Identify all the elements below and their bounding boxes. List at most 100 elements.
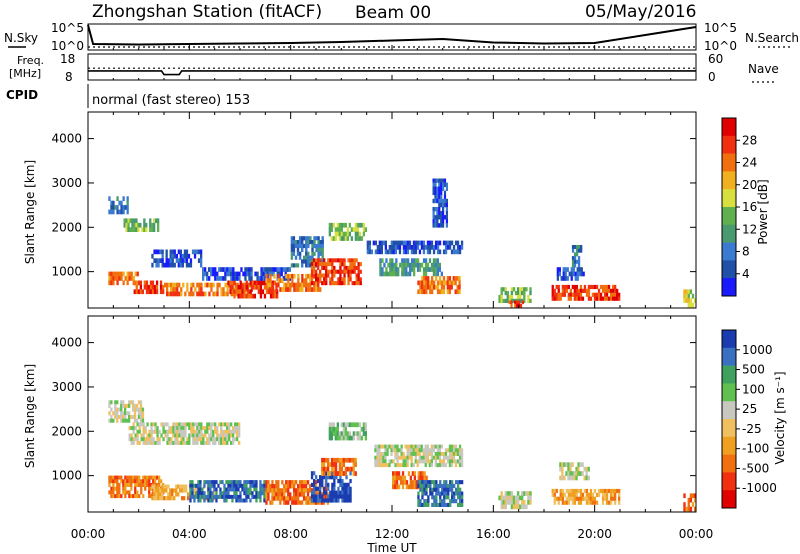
- power-echo-region: [133, 280, 165, 295]
- power-ytick-label: 4000: [51, 132, 82, 146]
- velocity-panel: 1000 2000 3000 4000 Slant Range [km] 1000 50…: [23, 315, 787, 554]
- colorbar-swatch: [722, 207, 736, 226]
- velocity-echo-region: [683, 493, 697, 512]
- colorbar-tick-label: -25: [742, 422, 762, 436]
- velocity-echo-region: [128, 422, 241, 445]
- power-echo-region: [551, 284, 621, 301]
- station-title: Zhongshan Station (fitACF): [92, 2, 322, 22]
- time-xtick-label: 12:00: [375, 527, 410, 541]
- freq-tick-top: 18: [60, 52, 75, 66]
- colorbar-tick-label: 12: [742, 222, 757, 236]
- nsky-series: [87, 24, 697, 46]
- freq-tick-bottom: 8: [65, 70, 73, 84]
- colorbar-swatch: [722, 365, 736, 384]
- mode-label: normal (fast stereo) 153: [92, 93, 250, 108]
- freq-label: Freq.: [17, 54, 44, 67]
- colorbar-swatch: [722, 330, 736, 349]
- power-yticks: 1000 2000 3000 4000: [51, 112, 697, 308]
- colorbar-tick-label: 16: [742, 200, 757, 214]
- power-echo-region: [556, 267, 585, 281]
- power-data: [108, 178, 697, 308]
- colorbar-tick-label: 8: [742, 245, 750, 259]
- power-echo-region: [108, 196, 129, 215]
- beam-label: Beam 00: [355, 3, 431, 23]
- freq-unit-label: [MHz]: [9, 67, 41, 80]
- colorbar-tick-label: 25: [742, 402, 757, 416]
- velocity-echo-region: [498, 491, 532, 510]
- power-echo-region: [328, 222, 367, 241]
- colorbar-tick-label: 24: [742, 156, 757, 170]
- time-xtick-label: 16:00: [476, 527, 511, 541]
- velocity-yticks: 1000 2000 3000 4000: [51, 316, 697, 512]
- nsky-panel: N.Sky 10^5 10^0 10^5 10^0 N.Search: [4, 21, 799, 53]
- nave-label: Nave: [748, 62, 779, 76]
- colorbar-tick-label: 4: [742, 267, 750, 281]
- power-ytick-label: 2000: [51, 220, 82, 234]
- colorbar-swatch: [722, 383, 736, 402]
- power-echo-region: [417, 276, 461, 295]
- power-echo-region: [366, 240, 464, 255]
- power-axes: [87, 111, 697, 309]
- colorbar-swatch: [722, 472, 736, 491]
- power-colorbar: 28 24 20 16 12 8 4: [721, 117, 757, 297]
- colorbar-swatch: [722, 153, 736, 172]
- power-ytick-label: 3000: [51, 176, 82, 190]
- velocity-echo-region: [310, 471, 352, 503]
- colorbar-tick-label: 500: [742, 363, 765, 377]
- velocity-echo-region: [551, 488, 621, 505]
- colorbar-tick-label: -1000: [742, 481, 777, 495]
- velocity-echo-region: [189, 480, 266, 503]
- velocity-ytick-label: 1000: [51, 469, 82, 483]
- colorbar-swatch: [722, 419, 736, 438]
- time-xtick-label: 00:00: [679, 527, 714, 541]
- velocity-ylabel: Slant Range [km]: [23, 364, 37, 468]
- colorbar-swatch: [722, 224, 736, 243]
- colorbar-swatch: [722, 189, 736, 208]
- colorbar-tick-label: 20: [742, 178, 757, 192]
- power-echo-region: [123, 218, 160, 232]
- nsearch-tick-top: 10^5: [704, 21, 737, 35]
- power-echo-region: [310, 258, 362, 286]
- date-label: 05/May/2016: [585, 2, 697, 22]
- colorbar-swatch: [722, 347, 736, 366]
- power-echo-region: [379, 258, 443, 277]
- power-echo-region: [108, 271, 139, 286]
- cpid-label: CPID: [6, 88, 38, 102]
- freq-panel: Freq. [MHz] 18 8 60 0 Nave: [9, 52, 779, 84]
- power-echo-region: [571, 245, 583, 268]
- power-panel: 1000 2000 3000 4000 Slant Range [km] 28 24 20…: [23, 111, 770, 309]
- time-xticks: 00:00 04:00 08:00 12:00 16:00 20:00 00:00: [71, 527, 714, 541]
- velocity-colorbar: 1000 500 100 25 -25 -100 -500 -1000: [721, 329, 777, 509]
- velocity-echo-region: [417, 480, 464, 507]
- time-xtick-label: 08:00: [273, 527, 308, 541]
- power-ytick-label: 1000: [51, 265, 82, 279]
- power-echo-region: [432, 178, 448, 228]
- nave-tick-top: 60: [708, 52, 723, 66]
- colorbar-swatch: [722, 260, 736, 279]
- colorbar-swatch: [722, 242, 736, 261]
- nsky-tick-top: 10^5: [51, 21, 84, 35]
- freq-series: [88, 70, 696, 76]
- colorbar-tick-label: -500: [742, 461, 769, 475]
- nsky-label: N.Sky: [4, 31, 38, 45]
- velocity-echo-region: [559, 462, 590, 481]
- nsky-tick-bottom: 10^0: [51, 39, 84, 53]
- colorbar-swatch: [722, 135, 736, 154]
- power-echo-region: [683, 289, 697, 308]
- velocity-echo-region: [328, 422, 367, 441]
- power-colorbar-label: Power [dB]: [756, 179, 770, 244]
- velocity-ytick-label: 2000: [51, 424, 82, 438]
- power-echo-region: [151, 249, 203, 268]
- time-xtick-label: 20:00: [577, 527, 612, 541]
- velocity-echo-region: [374, 444, 464, 468]
- nsearch-label: N.Search: [745, 31, 799, 45]
- colorbar-tick-label: 1000: [742, 343, 773, 357]
- colorbar-swatch: [722, 118, 736, 137]
- colorbar-tick-label: 100: [742, 382, 765, 396]
- colorbar-frame: [721, 329, 737, 509]
- colorbar-swatch: [722, 278, 736, 297]
- nsearch-tick-bottom: 10^0: [704, 39, 737, 53]
- power-echo-region: [227, 280, 279, 299]
